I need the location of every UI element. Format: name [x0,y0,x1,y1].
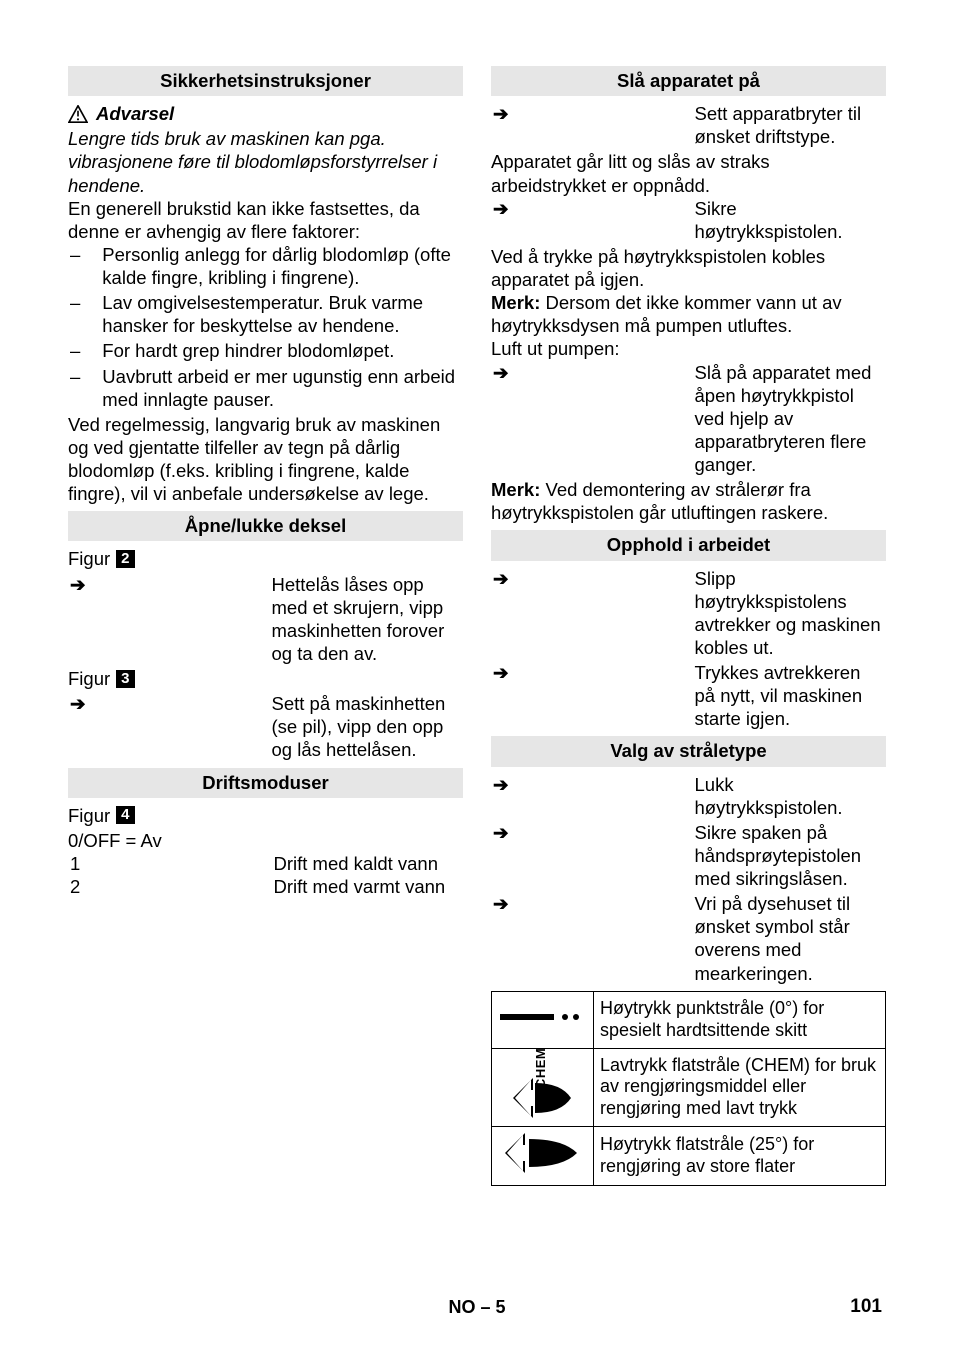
figure-ref-4: Figur 4 [68,804,463,827]
list-item: ➔Slipp høytrykkspistolens avtrekker og m… [491,567,886,660]
section-header-turnon: Slå apparatet på [491,66,886,96]
r-para3: Merk: Dersom det ikke kommer vann ut av … [491,291,886,337]
section-header-modes: Driftsmoduser [68,768,463,798]
list-item-text: Uavbrutt arbeid er mer ugunstig enn arbe… [94,365,463,411]
arrow-list-spray: ➔Lukk høytrykkspistolen. ➔Sikre spaken p… [491,773,886,985]
list-item-text: Sett apparatbryter til ønsket driftstype… [695,102,887,148]
arrow-icon: ➔ [491,661,685,730]
list-item: Personlig anlegg for dårlig blodomløp (o… [68,243,463,289]
safety-para1: En generell brukstid kan ikke fastsettes… [68,197,463,243]
list-item-text: For hardt grep hindrer blodomløpet. [94,339,463,362]
arrow-icon: ➔ [491,361,685,477]
warning-triangle-icon [68,105,88,123]
spray-flat-icon [492,1127,594,1186]
arrow-list-r1: ➔Sett apparatbryter til ønsket driftstyp… [491,102,886,148]
safety-dash-list: Personlig anlegg for dårlig blodomløp (o… [68,243,463,411]
list-item: ➔Lukk høytrykkspistolen. [491,773,886,819]
list-item: Lav omgivelsestemperatur. Bruk varme han… [68,291,463,337]
page-number: 101 [850,1295,882,1319]
list-item-text: Sett på maskinhetten (se pil), vipp den … [272,692,464,761]
list-item: ➔Sett apparatbryter til ønsket driftstyp… [491,102,886,148]
r-para2: Ved å trykke på høytrykkspistolen kobles… [491,245,886,291]
list-item-text: Lav omgivelsestemperatur. Bruk varme han… [94,291,463,337]
list-item-text: Trykkes avtrekkeren på nytt, vil maskine… [695,661,887,730]
arrow-icon: ➔ [491,567,685,660]
merk-label: Merk: [491,479,540,500]
list-item: For hardt grep hindrer blodomløpet. [68,339,463,362]
spray-desc: Høytrykk punktstråle (0°) for spesielt h… [594,991,886,1048]
warning-body: Lengre tids bruk av maskinen kan pga. vi… [68,127,463,196]
section-header-safety: Sikkerhetsinstruksjoner [68,66,463,96]
list-item-text: Slå på apparatet med åpen høytrykkpistol… [695,361,887,477]
list-item: ➔Vri på dysehuset til ønsket symbol står… [491,892,886,985]
list-item-text: Drift med kaldt vann [274,852,464,875]
list-item: ➔Slå på apparatet med åpen høytrykkpisto… [491,361,886,477]
section-header-pause: Opphold i arbeidet [491,530,886,560]
figure-label: Figur [68,547,110,570]
list-item-text: Hettelås låses opp med et skrujern, vipp… [272,573,464,666]
safety-para2: Ved regelmessig, langvarig bruk av maski… [68,413,463,506]
figure-number-box: 2 [116,550,134,568]
spray-chem-icon: CHEM [492,1048,594,1127]
list-item-text: Lukk høytrykkspistolen. [695,773,887,819]
list-item: 1 Drift med kaldt vann [68,852,463,875]
footer-center: NO – 5 [448,1296,505,1319]
table-row: CHEM Lavtrykk flatstråle (CHEM) for bruk… [492,1048,886,1127]
page-footer: NO – 5 101 [0,1296,954,1319]
spray-type-table: Høytrykk punktstråle (0°) for spesielt h… [491,991,886,1187]
list-item: 2 Drift med varmt vann [68,875,463,898]
list-item: ➔Sikre spaken på håndsprøytepistolen med… [491,821,886,890]
list-item: Uavbrutt arbeid er mer ugunstig enn arbe… [68,365,463,411]
arrow-list-cover-b: ➔Sett på maskinhetten (se pil), vipp den… [68,692,463,761]
arrow-icon: ➔ [68,573,262,666]
list-number: 2 [68,875,260,898]
figure-ref-3: Figur 3 [68,667,463,690]
arrow-list-cover-a: ➔Hettelås låses opp med et skrujern, vip… [68,573,463,666]
arrow-list-pause: ➔Slipp høytrykkspistolens avtrekker og m… [491,567,886,731]
figure-number-box: 4 [116,806,134,824]
merk-label: Merk: [491,292,540,313]
arrow-icon: ➔ [491,892,685,985]
list-item-text: Vri på dysehuset til ønsket symbol står … [695,892,887,985]
list-item-text: Drift med varmt vann [274,875,464,898]
r-para5: Merk: Ved demontering av strålerør fra h… [491,478,886,524]
arrow-icon: ➔ [491,197,685,243]
merk-text: Dersom det ikke kommer vann ut av høytry… [491,292,842,336]
arrow-icon: ➔ [491,773,685,819]
merk-text: Ved demontering av strålerør fra høytryk… [491,479,828,523]
list-item: ➔Trykkes avtrekkeren på nytt, vil maskin… [491,661,886,730]
table-row: Høytrykk punktstråle (0°) for spesielt h… [492,991,886,1048]
list-item: ➔Sikre høytrykkspistolen. [491,197,886,243]
arrow-icon: ➔ [491,102,685,148]
figure-label: Figur [68,804,110,827]
list-item-text: Sikre høytrykkspistolen. [695,197,887,243]
list-item: ➔Sett på maskinhetten (se pil), vipp den… [68,692,463,761]
list-item-text: Sikre spaken på håndsprøytepistolen med … [695,821,887,890]
warning-row: Advarsel [68,102,463,125]
modes-num-list: 1 Drift med kaldt vann 2 Drift med varmt v… [68,852,463,898]
arrow-list-r3: ➔Slå på apparatet med åpen høytrykkpisto… [491,361,886,477]
section-header-spray: Valg av stråletype [491,736,886,766]
spray-point-icon [492,991,594,1048]
r-para4: Luft ut pumpen: [491,337,886,360]
spray-desc: Lavtrykk flatstråle (CHEM) for bruk av r… [594,1048,886,1127]
spray-desc: Høytrykk flatstråle (25°) for rengjøring… [594,1127,886,1186]
list-number: 1 [68,852,260,875]
r-para1: Apparatet går litt og slås av straks arb… [491,150,886,196]
figure-ref-2: Figur 2 [68,547,463,570]
arrow-list-r2: ➔Sikre høytrykkspistolen. [491,197,886,243]
warning-label: Advarsel [96,102,174,125]
off-line: 0/OFF = Av [68,829,463,852]
table-row: Høytrykk flatstråle (25°) for rengjøring… [492,1127,886,1186]
chem-label: CHEM [534,1048,550,1088]
list-item: ➔Hettelås låses opp med et skrujern, vip… [68,573,463,666]
arrow-icon: ➔ [491,821,685,890]
arrow-icon: ➔ [68,692,262,761]
list-item-text: Slipp høytrykkspistolens avtrekker og ma… [695,567,887,660]
figure-number-box: 3 [116,670,134,688]
figure-label: Figur [68,667,110,690]
list-item-text: Personlig anlegg for dårlig blodomløp (o… [94,243,463,289]
section-header-cover: Åpne/lukke deksel [68,511,463,541]
